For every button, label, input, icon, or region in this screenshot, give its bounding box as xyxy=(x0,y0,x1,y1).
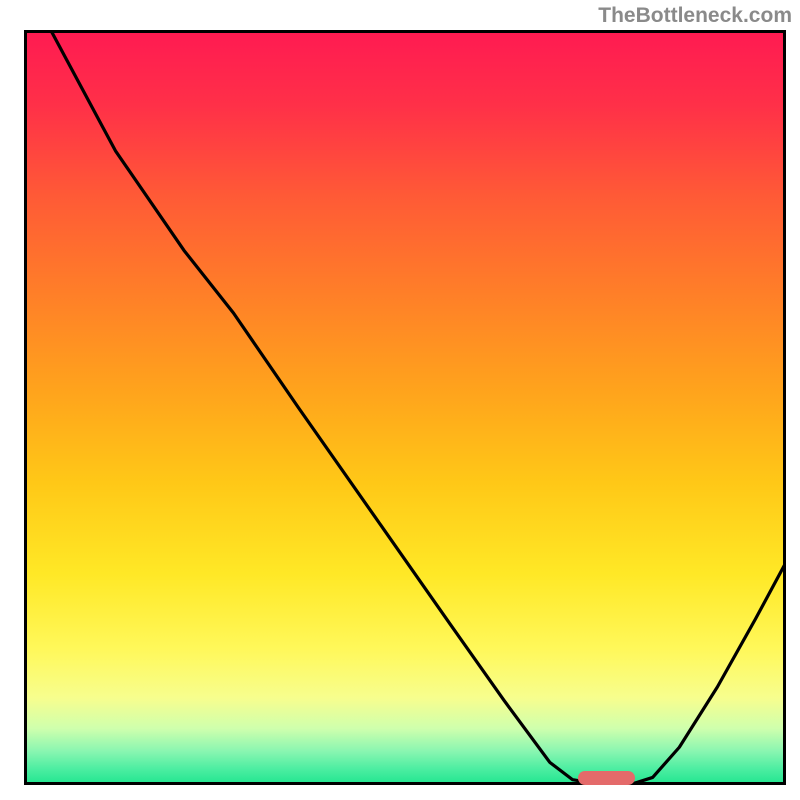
optimum-marker xyxy=(578,771,635,785)
curve-path xyxy=(51,30,786,783)
bottleneck-curve xyxy=(24,30,786,785)
plot-area xyxy=(24,30,786,785)
watermark-text: TheBottleneck.com xyxy=(598,4,792,28)
chart-container: TheBottleneck.com xyxy=(0,0,800,800)
